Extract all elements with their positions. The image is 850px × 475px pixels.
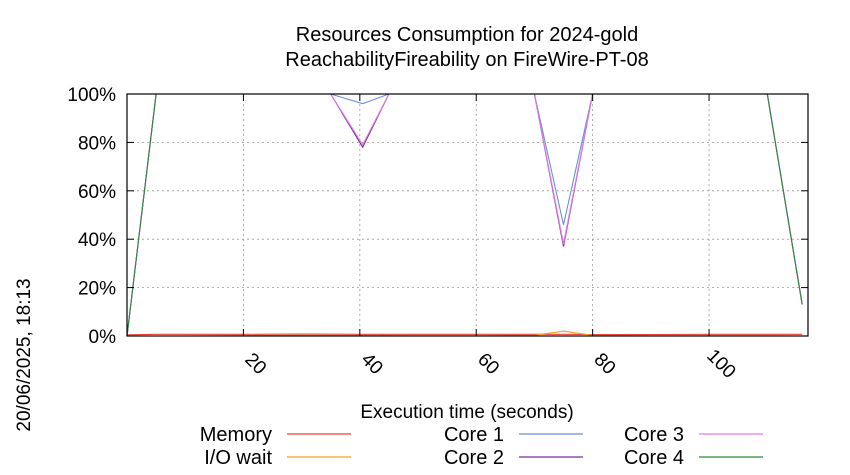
chart-subtitle: ReachabilityFireability on FireWire-PT-0… <box>285 49 648 71</box>
legend-item-core-2: Core 2 <box>444 447 583 469</box>
legend-item-i-o-wait: I/O wait <box>204 447 351 469</box>
y-tick-label: 100% <box>67 85 116 106</box>
x-tick-label: 20 <box>240 349 270 379</box>
x-tick-label: 100 <box>702 345 739 382</box>
series-lines <box>126 93 803 337</box>
legend-label: Core 3 <box>624 424 684 446</box>
timestamp-label: 20/06/2025, 18:13 <box>14 278 35 431</box>
series-line-core-1 <box>126 93 803 337</box>
series-line-core-2 <box>126 93 803 337</box>
series-line-i-o-wait <box>127 330 803 337</box>
y-tick-label: 40% <box>78 230 116 251</box>
y-tick-label: 80% <box>78 133 116 154</box>
chart-title: Resources Consumption for 2024-gold <box>296 24 638 46</box>
x-tick-label: 60 <box>473 349 503 379</box>
x-axis-label: Execution time (seconds) <box>360 402 573 423</box>
legend-item-core-1: Core 1 <box>444 424 583 446</box>
y-tick-label: 0% <box>89 327 117 348</box>
y-tick-label: 60% <box>78 182 116 203</box>
series-line-memory <box>126 333 803 336</box>
y-axis-ticks: 0% 20% 40% 60% 80% 100% <box>67 85 808 348</box>
x-tick-label: 80 <box>590 349 620 379</box>
legend: Memory Core 1 Core 3 I/O wait Core 2 Core 4 <box>200 424 763 469</box>
x-tick-label: 40 <box>357 349 387 379</box>
legend-item-core-3: Core 3 <box>624 424 763 446</box>
legend-label: Core 4 <box>624 447 684 469</box>
plot-frame <box>126 93 809 337</box>
grid-lines <box>127 94 808 336</box>
y-tick-label: 20% <box>78 279 116 300</box>
legend-label: I/O wait <box>204 447 272 469</box>
series-line-core-3 <box>126 93 803 337</box>
legend-item-core-4: Core 4 <box>624 447 763 469</box>
legend-label: Core 2 <box>444 447 504 469</box>
legend-item-memory: Memory <box>200 424 351 446</box>
series-line-core-4 <box>126 93 803 337</box>
legend-label: Core 1 <box>444 424 504 446</box>
legend-label: Memory <box>200 424 272 446</box>
x-axis-ticks: 20 40 60 80 100 <box>240 94 740 383</box>
